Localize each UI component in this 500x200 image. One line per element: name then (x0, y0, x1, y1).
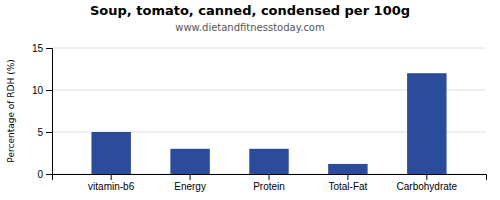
tick-label: 0 (37, 169, 43, 180)
tick: 15 (32, 43, 52, 54)
tick-label: 15 (32, 43, 44, 54)
tick-mark (46, 132, 52, 133)
tick: 10 (32, 85, 52, 96)
tick: vitamin-b6 (88, 174, 135, 192)
tick: Protein (253, 174, 285, 192)
bar (91, 132, 130, 174)
tick-label: Carbohydrate (397, 181, 458, 192)
bar (170, 149, 209, 174)
tick-mark (347, 174, 348, 180)
subtitle: www.dietandfitnesstoday.com (175, 22, 324, 33)
chart-container: Soup, tomato, canned, condensed per 100g… (0, 0, 500, 200)
y-axis: 0 5 10 15 (32, 43, 53, 180)
plot: 0 5 10 15 vitamin-b6 Energy Protein Total-Fat Ca… (32, 43, 487, 192)
tick-label: 10 (32, 85, 44, 96)
tick-mark (190, 174, 191, 180)
bar (328, 164, 367, 174)
tick-mark (426, 174, 427, 180)
tick: 0 (37, 169, 52, 180)
tick-label: Total-Fat (328, 181, 367, 192)
tick: Total-Fat (328, 174, 367, 192)
tick-label: 5 (37, 127, 43, 138)
tick-mark (111, 174, 112, 180)
tick-mark (46, 174, 52, 175)
bar (407, 73, 446, 174)
chart: Soup, tomato, canned, condensed per 100g… (0, 0, 500, 200)
y-axis-title: Percentage of RDH (%) (6, 59, 16, 162)
grid (52, 48, 486, 174)
tick-mark (46, 90, 52, 91)
tick: Carbohydrate (397, 174, 458, 192)
tick-mark (46, 48, 52, 49)
x-axis: vitamin-b6 Energy Protein Total-Fat Carbohyd… (53, 174, 487, 192)
tick: Energy (174, 174, 206, 192)
bars (91, 73, 446, 174)
axis-line (53, 175, 487, 181)
tick-label: Energy (174, 181, 206, 192)
title: Soup, tomato, canned, condensed per 100g (90, 3, 410, 18)
bar (249, 149, 288, 174)
tick-mark (269, 174, 270, 180)
axis-line (46, 49, 53, 175)
tick-label: Protein (253, 181, 285, 192)
grid-line (52, 48, 486, 49)
tick-label: vitamin-b6 (88, 181, 135, 192)
tick: 5 (37, 127, 52, 138)
